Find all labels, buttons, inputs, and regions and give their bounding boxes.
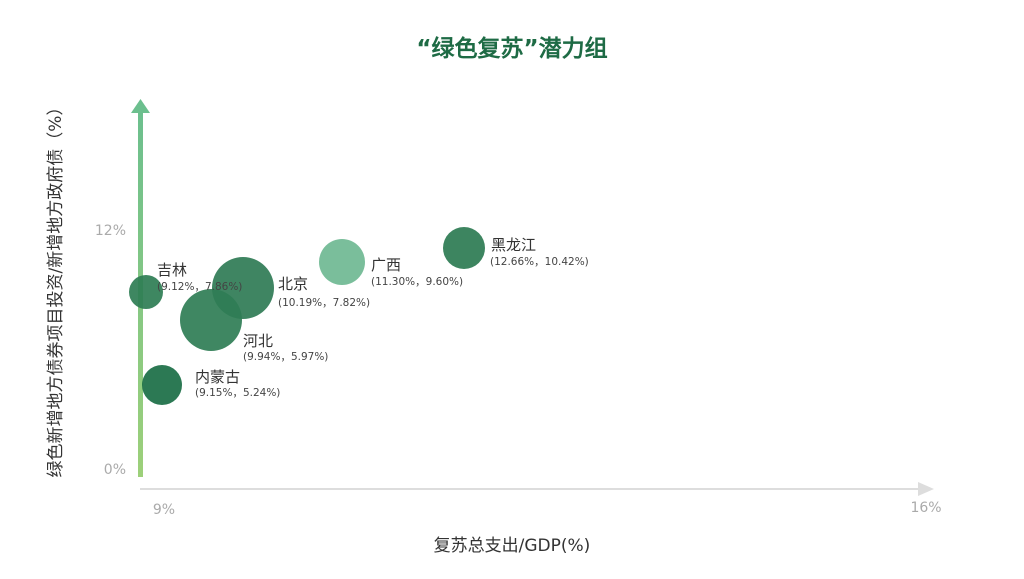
y-axis-label: 绿色新增地方债券项目投资/新增地方政府债（%） [46,99,66,478]
y-tick-min: 0% [104,462,126,478]
point-value-0: (9.12%，7.86%) [157,281,242,293]
point-name-0: 吉林 [157,261,187,279]
point-name-5: 内蒙古 [195,368,240,386]
point-value-3: (12.66%，10.42%) [490,256,589,268]
point-name-1: 北京 [278,275,308,293]
x-tick-min: 9% [153,502,175,518]
bubble-5[interactable] [142,365,182,405]
y-tick-max: 12% [95,223,126,239]
x-axis-arrow [918,482,934,496]
y-axis-arrow [131,99,150,113]
point-value-5: (9.15%，5.24%) [195,387,280,399]
bubble-2[interactable] [319,239,365,285]
point-value-2: (11.30%，9.60%) [371,276,463,288]
point-name-4: 河北 [243,332,273,350]
chart-title: “绿色复苏”潜力组 [416,35,607,62]
bubble-4[interactable] [180,289,242,351]
point-value-4: (9.94%，5.97%) [243,351,328,363]
point-name-2: 广西 [371,256,401,274]
x-tick-max: 16% [910,500,941,516]
bubble-0[interactable] [129,275,163,309]
point-name-3: 黑龙江 [491,236,536,254]
points-layer: 吉林 (9.12%，7.86%) 北京 (10.19%，7.82%) 广西 (11.30%… [129,227,589,405]
point-value-1: (10.19%，7.82%) [278,297,370,309]
x-axis-label: 复苏总支出/GDP(%) [434,536,591,556]
bubble-3[interactable] [443,227,485,269]
